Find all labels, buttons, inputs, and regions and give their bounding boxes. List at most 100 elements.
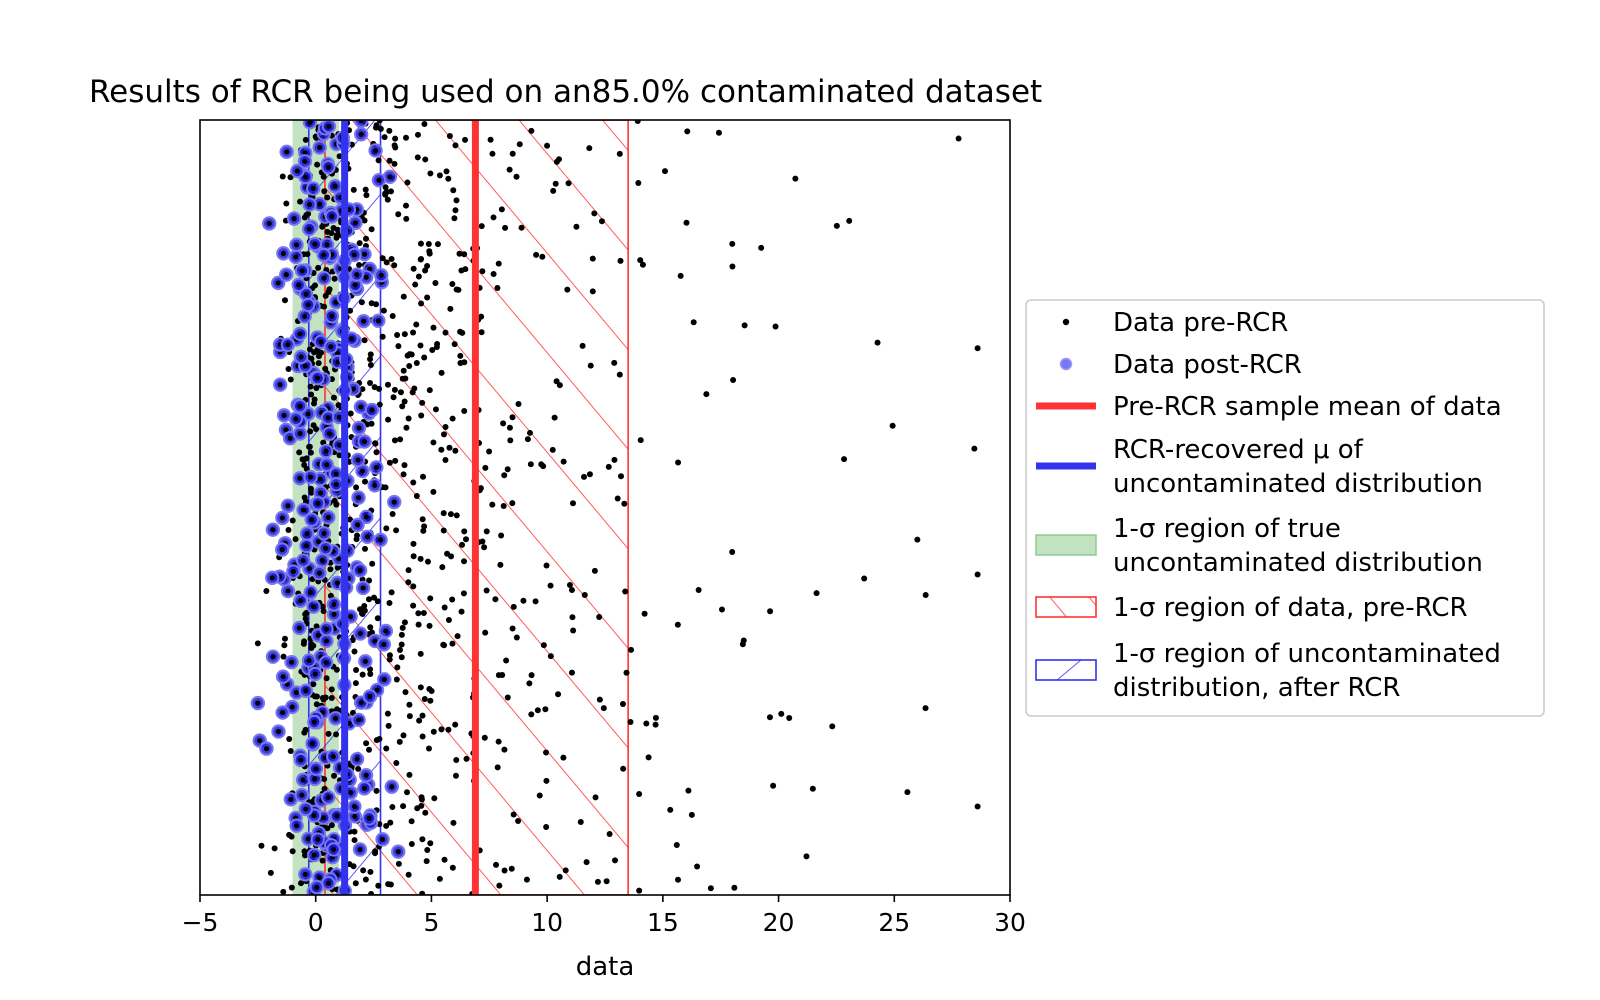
- data-point-pre-rcr: [518, 224, 525, 231]
- data-point-pre-rcr: [526, 680, 533, 687]
- data-point-pre-rcr: [427, 170, 434, 177]
- legend-label: uncontaminated distribution: [1113, 548, 1483, 578]
- data-point-pre-rcr: [639, 261, 646, 268]
- data-point-pre-rcr: [398, 631, 405, 638]
- data-point-pre-rcr: [420, 473, 427, 480]
- data-point-pre-rcr: [301, 494, 308, 501]
- data-point-post-rcr-core: [323, 626, 330, 632]
- data-point-post-rcr-core: [363, 274, 369, 280]
- data-point-pre-rcr: [487, 136, 494, 143]
- chart-title: Results of RCR being used on an85.0% con…: [89, 74, 1042, 110]
- data-point-pre-rcr: [513, 173, 520, 180]
- data-point-pre-rcr: [307, 428, 314, 435]
- data-point-pre-rcr: [462, 136, 469, 143]
- data-point-post-rcr-core: [310, 185, 316, 192]
- data-point-post-rcr-core: [279, 546, 285, 553]
- data-point-pre-rcr: [389, 313, 396, 320]
- data-point-pre-rcr: [501, 746, 508, 753]
- data-point-pre-rcr: [695, 587, 702, 594]
- data-point-pre-rcr: [365, 596, 372, 603]
- data-point-pre-rcr: [368, 226, 375, 233]
- data-point-pre-rcr: [425, 745, 432, 752]
- data-point-post-rcr-core: [323, 659, 329, 666]
- data-point-pre-rcr: [410, 479, 417, 486]
- data-point-pre-rcr: [591, 210, 598, 217]
- data-point-post-rcr-core: [280, 250, 286, 256]
- data-point-pre-rcr: [406, 713, 413, 720]
- data-point-pre-rcr: [418, 412, 425, 419]
- data-point-post-rcr-core: [303, 688, 309, 694]
- data-point-pre-rcr: [581, 473, 588, 480]
- data-point-pre-rcr: [391, 262, 398, 269]
- data-point-pre-rcr: [436, 875, 443, 882]
- plot-area: [250, 120, 981, 895]
- data-point-pre-rcr: [445, 726, 452, 733]
- data-point-pre-rcr: [286, 831, 293, 838]
- x-tick-label: 20: [763, 908, 795, 937]
- data-point-pre-rcr: [443, 168, 450, 175]
- data-point-post-rcr-core: [305, 411, 311, 417]
- data-point-pre-rcr: [406, 363, 413, 370]
- data-point-pre-rcr: [483, 587, 490, 594]
- data-point-pre-rcr: [362, 876, 369, 883]
- data-point-pre-rcr: [411, 385, 418, 392]
- data-point-pre-rcr: [328, 822, 335, 829]
- data-point-pre-rcr: [351, 837, 358, 844]
- data-point-pre-rcr: [419, 890, 426, 895]
- data-point-pre-rcr: [446, 444, 453, 451]
- data-point-pre-rcr: [620, 765, 627, 772]
- data-point-pre-rcr: [405, 567, 412, 574]
- data-point-pre-rcr: [445, 617, 452, 624]
- data-point-post-rcr-core: [305, 836, 311, 842]
- data-point-pre-rcr: [447, 305, 454, 312]
- data-point-pre-rcr: [627, 718, 634, 725]
- data-point-pre-rcr: [401, 331, 408, 338]
- data-point-pre-rcr: [412, 281, 419, 288]
- data-point-pre-rcr: [661, 168, 668, 175]
- data-point-post-rcr-core: [309, 740, 316, 747]
- data-point-pre-rcr: [413, 492, 420, 499]
- data-point-pre-rcr: [373, 449, 380, 456]
- data-point-pre-rcr: [289, 517, 296, 524]
- data-point-pre-rcr: [386, 656, 393, 663]
- data-point-pre-rcr: [829, 723, 836, 730]
- data-point-pre-rcr: [534, 707, 541, 714]
- data-point-pre-rcr: [333, 501, 340, 508]
- data-point-pre-rcr: [482, 629, 489, 636]
- data-point-post-rcr-core: [372, 147, 379, 154]
- data-point-pre-rcr: [544, 142, 551, 149]
- data-point-pre-rcr: [483, 528, 490, 535]
- data-point-post-rcr-core: [321, 252, 327, 258]
- data-point-post-rcr-core: [311, 812, 317, 819]
- data-point-post-rcr-core: [303, 543, 310, 549]
- data-point-pre-rcr: [399, 375, 406, 382]
- data-point-post-rcr-core: [367, 693, 373, 700]
- data-point-post-rcr-core: [329, 213, 335, 220]
- data-point-pre-rcr: [586, 471, 593, 478]
- data-point-post-rcr-core: [352, 813, 358, 819]
- data-point-post-rcr-core: [257, 737, 263, 744]
- data-point-pre-rcr: [285, 526, 292, 533]
- data-point-pre-rcr: [846, 217, 853, 224]
- data-point-pre-rcr: [384, 196, 391, 203]
- data-point-pre-rcr: [955, 135, 962, 142]
- data-point-pre-rcr: [449, 596, 456, 603]
- data-point-post-rcr-core: [302, 158, 308, 164]
- data-point-pre-rcr: [452, 207, 459, 214]
- data-point-post-rcr-core: [320, 815, 326, 821]
- data-point-post-rcr-core: [378, 272, 384, 278]
- data-point-pre-rcr: [287, 376, 294, 383]
- data-point-pre-rcr: [637, 437, 644, 444]
- data-point-pre-rcr: [403, 134, 410, 141]
- data-point-pre-rcr: [441, 604, 448, 611]
- legend-marker-pre-rcr: [1062, 318, 1070, 326]
- data-point-pre-rcr: [677, 272, 684, 279]
- data-point-pre-rcr: [302, 615, 309, 622]
- data-point-pre-rcr: [400, 471, 407, 478]
- data-point-post-rcr-core: [293, 416, 299, 422]
- data-point-pre-rcr: [350, 186, 357, 193]
- data-point-pre-rcr: [367, 380, 374, 387]
- data-point-post-rcr-core: [324, 462, 330, 468]
- data-point-post-rcr-core: [311, 852, 317, 858]
- data-point-post-rcr-core: [302, 313, 308, 320]
